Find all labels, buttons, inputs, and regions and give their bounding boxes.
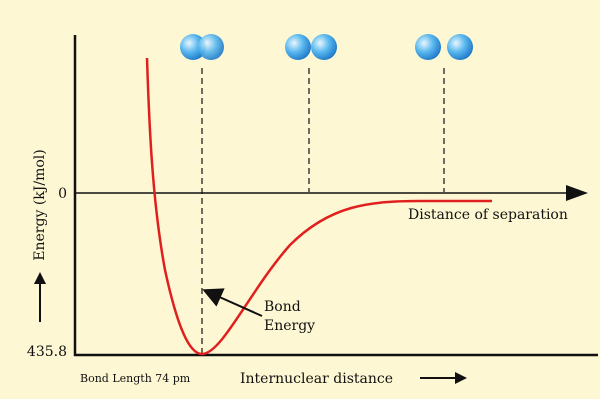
min-label: 435.8 — [27, 344, 67, 360]
zero-line-arrow — [566, 185, 588, 201]
annotation-arrow — [202, 288, 263, 317]
x-axis-label: Internuclear distance — [240, 371, 393, 387]
zero-label: 0 — [58, 186, 67, 202]
atom-pair — [180, 34, 224, 60]
atom-pair — [415, 34, 473, 60]
y-axis-label: Energy (kJ/mol) — [32, 149, 48, 260]
bond-length-label: Bond Length 74 pm — [80, 372, 191, 385]
annotation: Bond — [264, 299, 301, 315]
x-arrow-head — [455, 372, 467, 384]
potential-energy-curve — [145, 57, 492, 356]
atom-pair — [285, 34, 337, 60]
y-arrow-head — [34, 272, 46, 284]
annotation: Energy — [264, 318, 315, 334]
zero-line-label: Distance of separation — [408, 207, 568, 223]
